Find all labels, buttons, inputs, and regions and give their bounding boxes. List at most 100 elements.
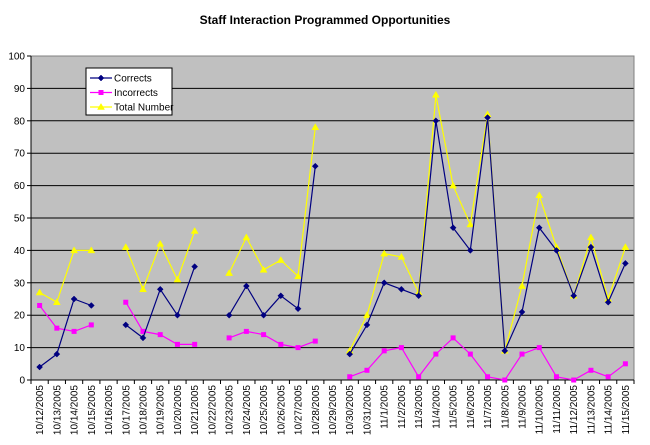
data-point xyxy=(71,328,77,334)
x-tick-label: 11/10/2005 xyxy=(535,385,546,435)
data-point xyxy=(450,335,456,341)
data-point xyxy=(311,123,320,131)
x-tick-label: 10/22/2005 xyxy=(207,385,218,435)
legend: Corrects Incorrects Total Number xyxy=(85,67,174,116)
data-point xyxy=(449,181,458,189)
data-point xyxy=(139,334,147,342)
data-point xyxy=(70,295,78,303)
data-point xyxy=(122,321,130,329)
data-point xyxy=(156,239,165,247)
series-line xyxy=(39,305,92,333)
series-line xyxy=(228,330,316,349)
data-point xyxy=(519,351,525,357)
data-point xyxy=(173,275,182,283)
data-point xyxy=(466,247,474,254)
data-point xyxy=(485,374,491,380)
data-point xyxy=(36,363,43,371)
data-point xyxy=(278,341,284,347)
x-tick-label: 11/3/2005 xyxy=(414,385,425,429)
x-tick-label: 10/21/2005 xyxy=(190,385,201,435)
data-point xyxy=(294,305,302,313)
data-point xyxy=(243,328,249,334)
series-corrects xyxy=(36,114,629,371)
data-point xyxy=(588,367,594,373)
data-point xyxy=(70,246,79,254)
y-tick-label: 20 xyxy=(14,311,26,322)
x-tick-label: 10/28/2005 xyxy=(311,385,322,435)
chart-title: Staff Interaction Programmed Opportuniti… xyxy=(200,13,451,27)
data-point xyxy=(243,282,250,290)
data-point xyxy=(225,311,233,319)
x-tick-label: 10/15/2005 xyxy=(87,385,98,435)
x-tick-label: 11/6/2005 xyxy=(466,385,477,429)
series-layer xyxy=(35,90,630,383)
data-point xyxy=(449,224,457,232)
y-tick-label: 30 xyxy=(14,278,26,289)
data-point xyxy=(225,269,234,276)
x-tick-label: 10/13/2005 xyxy=(52,385,63,435)
x-tick-label: 10/19/2005 xyxy=(156,385,167,435)
series-line xyxy=(228,166,316,317)
x-tick-label: 10/20/2005 xyxy=(173,385,184,435)
data-point xyxy=(570,292,578,300)
data-point xyxy=(621,243,630,250)
x-tick-label: 11/7/2005 xyxy=(483,385,494,429)
data-point xyxy=(553,247,560,254)
x-tick-label: 10/30/2005 xyxy=(345,385,356,435)
data-point xyxy=(311,162,319,170)
data-point xyxy=(364,367,370,373)
data-point xyxy=(433,351,439,357)
data-point xyxy=(535,191,544,199)
x-tick-label: 11/2/2005 xyxy=(397,385,408,429)
data-point xyxy=(432,117,440,125)
data-point xyxy=(294,272,302,280)
data-point xyxy=(191,263,199,270)
x-tick-label: 10/31/2005 xyxy=(362,385,373,435)
data-point xyxy=(363,311,371,318)
x-tick-label: 10/17/2005 xyxy=(121,385,132,435)
y-tick-label: 80 xyxy=(14,116,26,127)
series-line xyxy=(228,127,316,278)
data-point xyxy=(571,377,577,383)
data-point xyxy=(535,224,543,232)
data-point xyxy=(346,350,354,358)
data-point xyxy=(363,321,371,329)
x-tick-label: 10/16/2005 xyxy=(104,385,115,435)
x-tick-label: 11/5/2005 xyxy=(449,385,460,429)
legend-label: Total Number xyxy=(114,103,174,114)
data-point xyxy=(398,285,405,293)
data-point xyxy=(553,374,559,380)
data-point xyxy=(295,345,301,351)
x-tick-label: 11/15/2005 xyxy=(621,385,632,435)
data-point xyxy=(484,114,491,121)
data-point xyxy=(312,338,318,344)
data-point xyxy=(140,328,146,334)
data-point xyxy=(586,233,595,241)
x-tick-label: 11/9/2005 xyxy=(518,385,529,429)
data-point xyxy=(622,361,628,367)
x-tick-label: 10/29/2005 xyxy=(328,385,339,435)
x-tick-label: 10/23/2005 xyxy=(225,385,236,435)
x-tick-label: 10/24/2005 xyxy=(242,385,253,435)
data-point xyxy=(54,325,60,331)
x-axis: 10/12/2005 10/13/2005 10/14/2005 10/15/2005… xyxy=(30,379,635,435)
x-tick-label: 11/13/2005 xyxy=(586,385,597,435)
y-tick-label: 70 xyxy=(14,149,26,160)
data-point xyxy=(502,377,508,383)
data-point xyxy=(466,220,475,228)
y-tick-label: 90 xyxy=(14,84,26,95)
data-point xyxy=(192,341,198,347)
x-tick-label: 11/12/2005 xyxy=(569,385,580,435)
data-point xyxy=(587,243,595,251)
data-point xyxy=(260,311,267,319)
x-tick-label: 11/1/2005 xyxy=(380,385,391,429)
x-tick-label: 10/26/2005 xyxy=(276,385,287,435)
data-point xyxy=(37,302,43,308)
data-point xyxy=(157,332,163,338)
y-tick-label: 60 xyxy=(14,181,26,192)
x-tick-label: 11/14/2005 xyxy=(604,385,615,435)
data-point xyxy=(53,350,61,358)
y-tick-label: 100 xyxy=(8,52,25,63)
series-line xyxy=(39,298,92,368)
